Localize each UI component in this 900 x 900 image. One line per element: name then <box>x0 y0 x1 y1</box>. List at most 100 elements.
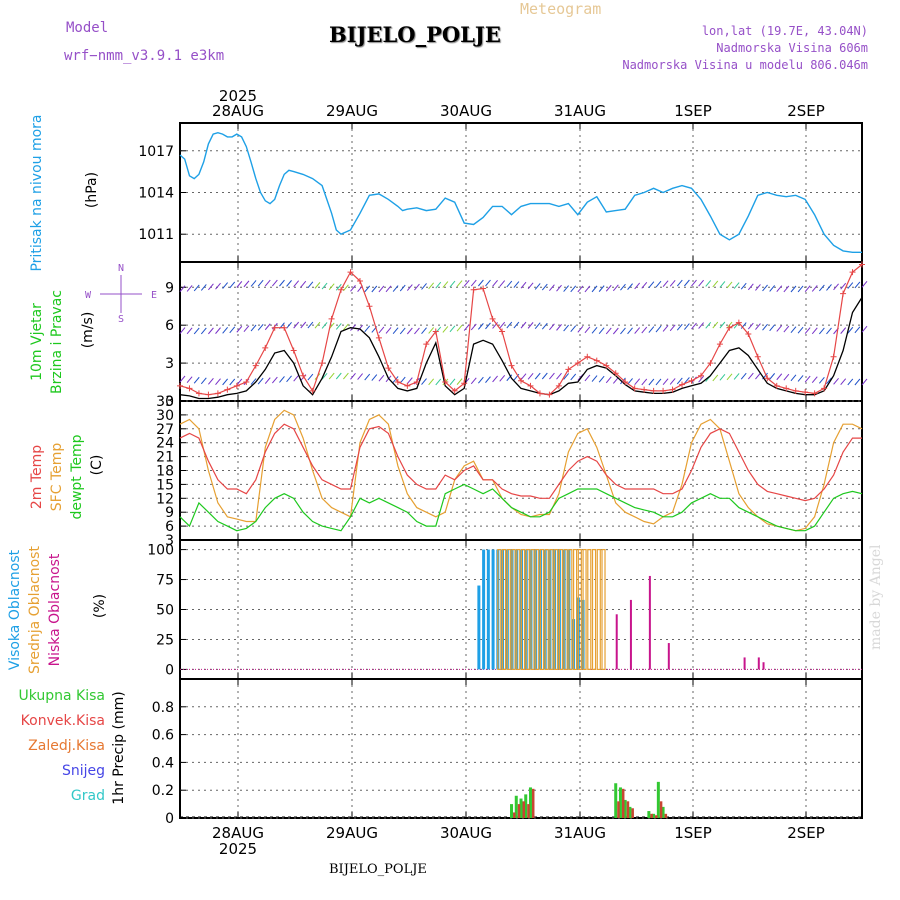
wind-direction-arrow <box>307 321 314 329</box>
wind-gust-marker <box>309 387 316 394</box>
high-cloud-bar <box>491 549 495 670</box>
wind-direction-arrow <box>208 377 214 385</box>
precip-total-bar <box>519 798 523 818</box>
wind-direction-arrow <box>229 378 236 386</box>
y-tick-label: 9 <box>165 280 174 296</box>
y-tick-label: 30 <box>156 408 174 424</box>
wind-direction-arrow <box>208 327 214 335</box>
mid-cloud-bar <box>601 548 606 671</box>
wind-direction-arrow <box>286 375 292 383</box>
wind-direction-arrow <box>300 321 307 329</box>
wind-direction-arrow <box>769 285 776 292</box>
wind-direction-arrow <box>740 372 747 380</box>
wind-gust-marker <box>527 382 534 389</box>
precip-conv-bar <box>617 801 620 818</box>
wind-direction-arrow <box>811 285 818 292</box>
precip-conv-bar <box>626 801 630 818</box>
bottom-day-label: 30AUG <box>440 824 492 842</box>
wind-direction-arrow <box>449 280 456 288</box>
wind-direction-arrow <box>669 378 676 385</box>
wind-gust-marker <box>830 353 837 360</box>
mid-cloud-bar <box>591 548 597 671</box>
wind-direction-arrow <box>449 378 456 386</box>
pressure-unit-label: (hPa) <box>84 172 100 208</box>
wind-gust-marker <box>593 357 600 364</box>
wind-direction-arrow <box>378 285 385 293</box>
wind-direction-arrow <box>492 375 498 383</box>
wind-gust-marker <box>555 382 562 389</box>
wind-direction-arrow <box>818 284 825 292</box>
wind-direction-arrow <box>293 374 300 382</box>
precip-conv-bar <box>527 804 530 818</box>
wind-direction-arrow <box>250 280 257 287</box>
wind-direction-arrow <box>605 376 612 384</box>
wind-direction-arrow <box>385 327 392 334</box>
wind-direction-arrow <box>343 323 349 331</box>
wind-gust-marker <box>669 386 676 393</box>
wind-direction-arrow <box>350 284 356 292</box>
temp-unit-label: (C) <box>89 455 105 476</box>
wind-gust-marker <box>347 269 354 276</box>
top-day-label: 29AUG <box>326 102 378 120</box>
wind-direction-arrow <box>371 285 378 293</box>
wind-direction-arrow <box>307 281 314 289</box>
wind-direction-arrow <box>577 325 584 333</box>
wind-gust-marker <box>290 347 297 354</box>
wind-direction-arrow <box>563 324 570 332</box>
wind-direction-arrow <box>662 325 669 332</box>
wind-direction-arrow <box>719 321 726 329</box>
wind-direction-arrow <box>477 376 484 384</box>
wind-direction-arrow <box>378 326 385 334</box>
wind-gust-marker <box>821 385 828 392</box>
wind-direction-arrow <box>726 373 733 381</box>
wind-direction-arrow <box>861 325 868 333</box>
wind-direction-arrow <box>328 283 335 290</box>
wind-direction-arrow <box>698 279 704 287</box>
wind-direction-arrow <box>847 282 854 289</box>
y-tick-label: 0 <box>165 662 174 678</box>
wind-gust-marker <box>489 315 496 322</box>
precip-conv-bar <box>517 804 521 818</box>
wind-direction-arrow <box>243 280 250 288</box>
model-name: wrf−nmm_v3.9.1 e3km <box>64 48 225 64</box>
bottom-year-label: 2025 <box>219 840 257 858</box>
y-tick-label: 0.4 <box>152 755 174 771</box>
wind-direction-arrow <box>428 327 435 334</box>
precip-conv-bar <box>659 801 663 818</box>
wind-direction-arrow <box>435 378 442 386</box>
wind-direction-arrow <box>776 325 783 332</box>
wind-direction-arrow <box>200 284 207 291</box>
wind-direction-arrow <box>428 282 435 290</box>
wind-direction-arrow <box>719 374 726 381</box>
wind-gust-marker <box>480 285 487 292</box>
wind-direction-arrow <box>783 373 790 381</box>
wind-direction-arrow <box>364 325 371 333</box>
wind-direction-arrow <box>236 281 243 288</box>
high-cloud-axis-label: Visoka Oblacnost <box>7 549 23 670</box>
mid-cloud-bar <box>587 548 592 671</box>
meteogram-title: Meteogram <box>520 0 602 18</box>
wind-direction-arrow <box>463 279 470 287</box>
wind-direction-arrow <box>541 322 548 330</box>
wind-direction-arrow <box>193 376 200 384</box>
wind-direction-arrow <box>776 373 783 381</box>
wind-direction-arrow <box>655 378 662 386</box>
wind-gust-marker <box>214 390 221 397</box>
wind-direction-arrow <box>499 280 506 287</box>
wind-direction-arrow <box>485 279 491 287</box>
wind-direction-arrow <box>662 378 669 386</box>
wind-direction-arrow <box>343 284 349 292</box>
model-label: Model <box>66 20 109 36</box>
precip-total-bar <box>628 806 632 818</box>
wind-direction-arrow <box>570 285 577 293</box>
wind-direction-arrow <box>470 377 477 385</box>
wind-direction-arrow <box>669 324 676 332</box>
wind-direction-arrow <box>364 373 371 381</box>
wind-direction-arrow <box>293 280 300 288</box>
wind-direction-arrow <box>527 282 534 290</box>
mid-cloud-bar <box>530 548 535 671</box>
wind-direction-arrow <box>392 327 399 335</box>
low-cloud-bar <box>743 657 746 670</box>
precip-total-bar <box>656 781 660 818</box>
wind-direction-arrow <box>605 327 612 335</box>
